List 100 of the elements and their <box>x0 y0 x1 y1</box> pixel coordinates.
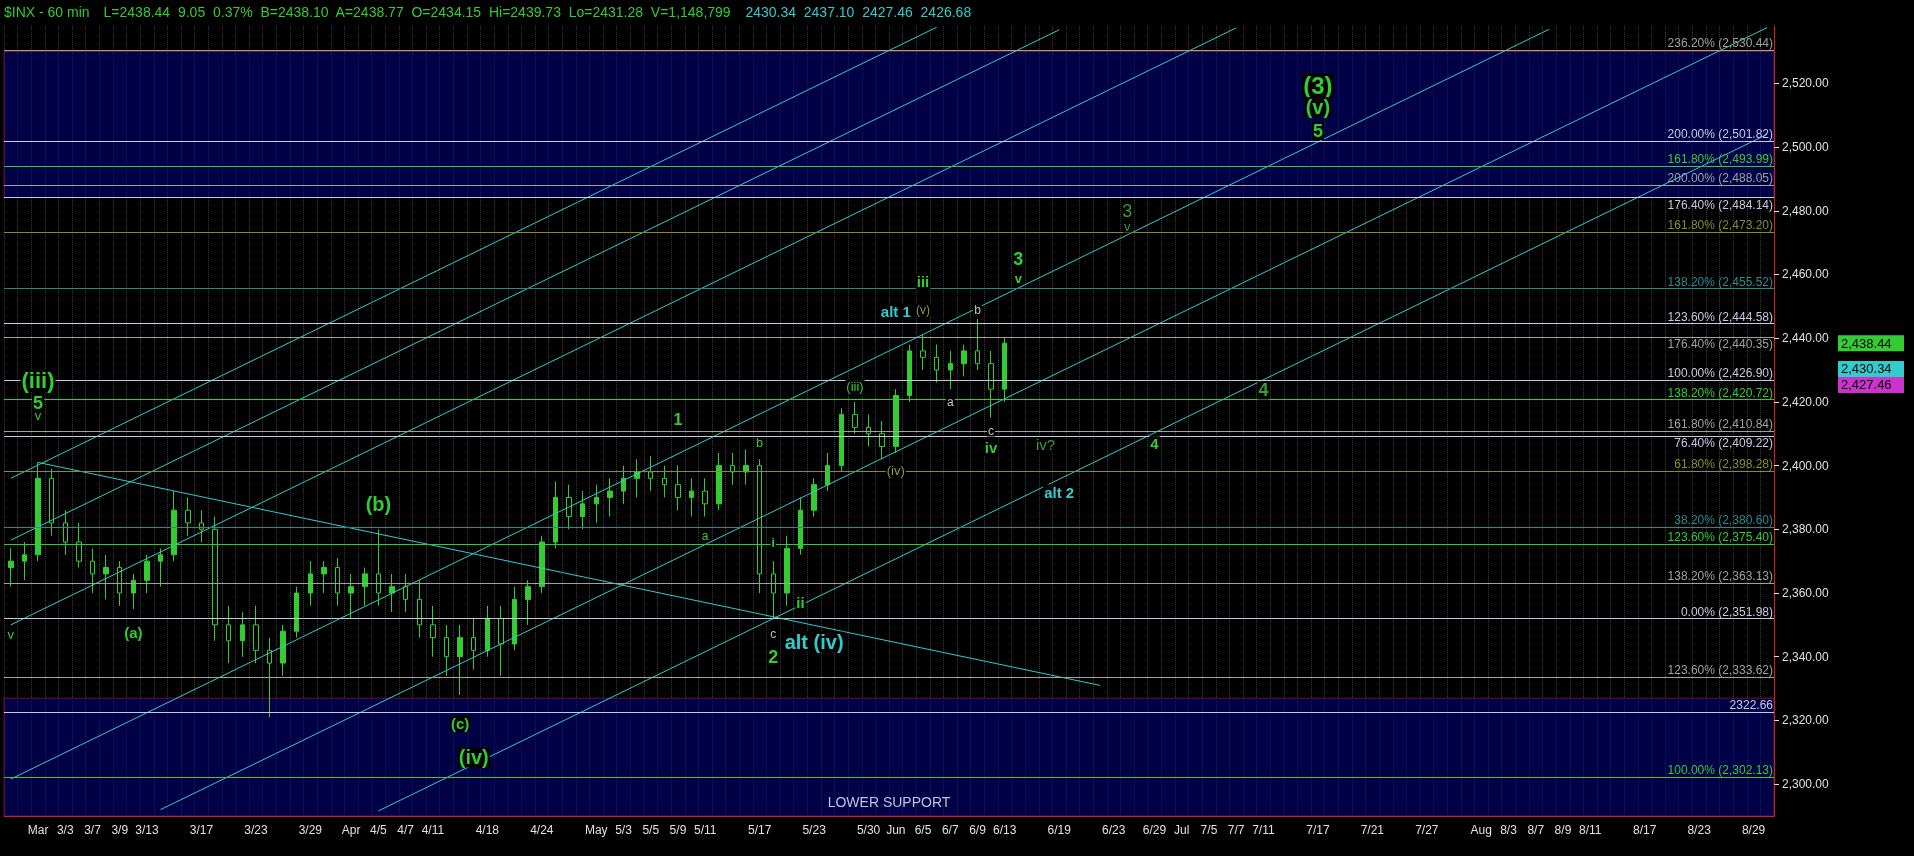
y-tick-label: 2,400.00 <box>1782 458 1830 473</box>
annotation: (iv) <box>458 746 489 769</box>
y-tick-label: 2,300.00 <box>1782 777 1830 792</box>
annotation: 5 <box>33 392 44 413</box>
annotation: (v) <box>1305 96 1331 119</box>
x-tick-label: 8/23 <box>1687 823 1712 837</box>
annotation: (a) <box>124 623 143 641</box>
x-tick-label: 8/9 <box>1554 823 1572 837</box>
annotation: iii <box>916 272 930 290</box>
x-tick-label: 8/3 <box>1500 823 1518 837</box>
y-tick-label: 2,460.00 <box>1782 267 1830 282</box>
ref-line-label: 61.80% (2,398.28) <box>1674 457 1773 472</box>
annotation: iv <box>984 438 999 456</box>
annotation: b <box>974 302 982 317</box>
x-tick-label: 7/5 <box>1200 823 1218 837</box>
annotation: (3) <box>1303 71 1333 99</box>
annotation: (iii) <box>21 368 55 394</box>
annotation: (b) <box>365 493 392 516</box>
y-tick-label: 2,380.00 <box>1782 522 1830 537</box>
x-tick-label: 3/29 <box>298 823 323 837</box>
annotation: 4 <box>1150 435 1160 453</box>
text: 2430.34 2437.10 2427.46 2426.68 <box>745 4 972 20</box>
x-tick-label: 8/11 <box>1578 823 1602 837</box>
annotation: i <box>771 536 775 550</box>
annotation: v <box>1014 271 1023 287</box>
x-tick-label: 6/5 <box>914 823 932 837</box>
x-tick-label: 6/7 <box>941 823 959 837</box>
x-tick-label: Mar <box>27 823 49 837</box>
x-tick-label: 4/7 <box>397 823 415 837</box>
annotation: a <box>701 529 709 543</box>
ref-line-label: 100.00% (2,302.13) <box>1667 763 1773 778</box>
text: 2,438.44 <box>1841 335 1892 351</box>
x-tick-label: 4/18 <box>475 823 500 837</box>
text: 2,430.34 <box>1841 361 1892 377</box>
annotation: 3 <box>1013 248 1024 269</box>
x-tick-label: Jun <box>886 823 906 837</box>
annotation: ii <box>796 594 805 612</box>
ref-line-label: 100.00% (2,426.90) <box>1667 365 1773 380</box>
ref-line-label: 176.40% (2,440.35) <box>1667 337 1773 352</box>
x-tick-label: 5/3 <box>615 823 633 837</box>
x-tick-label: 5/11 <box>693 823 717 837</box>
y-tick-label: 2,520.00 <box>1782 76 1830 91</box>
x-tick-label: Aug <box>1470 823 1492 837</box>
x-tick-label: 6/29 <box>1142 823 1167 837</box>
x-tick-label: 5/17 <box>747 823 772 837</box>
ref-line-label: 123.60% (2,375.40) <box>1667 529 1773 544</box>
x-tick-label: 6/19 <box>1047 823 1072 837</box>
annotation: 1 <box>673 410 683 428</box>
x-tick-label: 5/23 <box>802 823 827 837</box>
y-tick-label: 2,340.00 <box>1782 649 1830 664</box>
annotation: (v) <box>916 302 931 317</box>
ref-line-label: 0.00% (2,351.98) <box>1680 604 1773 619</box>
ref-line-label: 161.80% (2,473.20) <box>1667 218 1773 233</box>
x-tick-label: 3/13 <box>135 823 159 837</box>
ref-line-label: 176.40% (2,484.14) <box>1667 197 1773 212</box>
x-tick-label: 7/27 <box>1415 823 1439 837</box>
x-tick-label: 6/23 <box>1101 823 1126 837</box>
ref-line-label: 138.20% (2,420.72) <box>1667 385 1773 400</box>
x-tick-label: 8/17 <box>1632 823 1657 837</box>
x-tick-label: 5/30 <box>856 823 881 837</box>
annotation: (c) <box>450 715 470 733</box>
y-tick-label: 2,320.00 <box>1782 713 1830 728</box>
ref-line-label: 2322.66 <box>1729 697 1774 712</box>
x-tick-label: 7/7 <box>1227 823 1245 837</box>
annotation: c <box>770 627 777 642</box>
annotation: (iv) <box>886 462 905 478</box>
annotation: b <box>756 436 764 451</box>
annotation: 4 <box>1258 380 1269 401</box>
ref-line-label: 76.40% (2,409.22) <box>1674 436 1773 451</box>
annotation: c <box>988 423 995 438</box>
ref-line-label: 161.80% (2,493.99) <box>1667 152 1773 167</box>
y-tick-label: 2,440.00 <box>1782 331 1830 346</box>
x-tick-label: 5/9 <box>669 823 687 837</box>
x-tick-label: 3/3 <box>56 823 74 837</box>
annotation: v <box>7 626 15 642</box>
ref-line-label: 200.00% (2,501.82) <box>1667 127 1773 142</box>
ref-line-label: 138.20% (2,455.52) <box>1667 274 1773 289</box>
x-tick-label: 6/13 <box>993 823 1017 837</box>
x-tick-label: 7/11 <box>1252 823 1275 837</box>
x-tick-label: 6/9 <box>969 823 987 837</box>
annotation: 2 <box>768 646 779 667</box>
x-tick-label: 3/7 <box>84 823 102 837</box>
chart-subtitle: L=2438.44 9.05 0.37% B=2438.10 A=2438.77 O=2434.15 Hi=2439.73 Lo=2431.28 V=1,148,799 <box>103 4 731 20</box>
annotation: a <box>946 394 954 409</box>
y-tick-label: 2,480.00 <box>1782 203 1830 218</box>
x-tick-label: 4/5 <box>370 823 388 837</box>
x-tick-label: May <box>584 823 608 837</box>
ref-line-label: 38.20% (2,380.60) <box>1674 513 1773 528</box>
x-tick-label: 8/29 <box>1741 823 1766 837</box>
annotation: iv? <box>1035 436 1056 454</box>
x-tick-label: 7/21 <box>1360 823 1385 837</box>
x-tick-label: 3/17 <box>189 823 214 837</box>
annotation: alt 1 <box>880 303 911 321</box>
x-tick-label: 4/11 <box>421 823 445 837</box>
ref-line-label: 161.80% (2,410.84) <box>1667 417 1773 432</box>
chart-title: $INX - 60 min <box>4 4 90 20</box>
x-tick-label: 8/7 <box>1527 823 1545 837</box>
annotation: alt (iv) <box>784 630 844 653</box>
x-tick-label: 4/24 <box>530 823 554 837</box>
x-tick-label: Apr <box>341 823 361 837</box>
